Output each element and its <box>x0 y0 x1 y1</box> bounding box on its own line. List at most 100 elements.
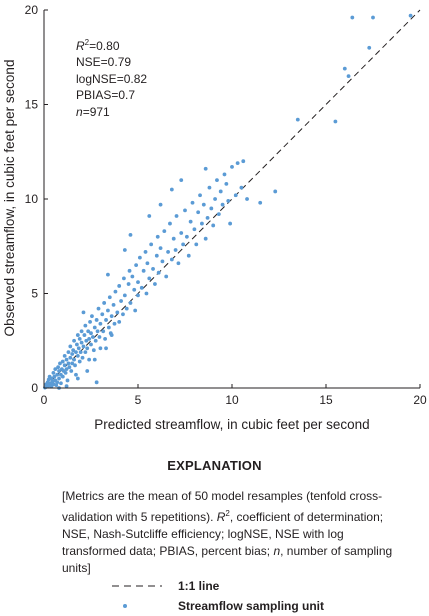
data-point <box>186 253 191 258</box>
data-point <box>78 350 83 354</box>
reference-line-layer <box>43 9 421 389</box>
data-point <box>350 15 355 20</box>
data-point <box>94 380 99 385</box>
data-point <box>174 214 179 218</box>
data-point <box>126 282 131 286</box>
data-point <box>137 255 142 260</box>
data-point <box>92 357 97 362</box>
data-point <box>156 270 161 275</box>
data-point <box>57 369 61 373</box>
metric-r2: R2=0.80 <box>76 38 120 53</box>
data-point <box>188 219 193 224</box>
data-point <box>179 231 184 235</box>
one-to-one-line <box>43 9 421 389</box>
data-point <box>97 335 102 339</box>
explanation-note: [Metrics are the mean of 50 model resamp… <box>62 489 393 575</box>
data-point <box>215 178 219 183</box>
x-tick-label: 15 <box>319 393 333 407</box>
legend-item-sampling-unit: Streamflow sampling unit <box>112 598 324 614</box>
data-point <box>149 242 154 247</box>
data-point <box>53 367 58 371</box>
data-point <box>239 185 244 190</box>
data-point <box>101 329 106 334</box>
data-point <box>70 361 75 366</box>
data-point <box>119 299 123 303</box>
data-point <box>245 197 249 201</box>
scatter-chart: 0 5 10 15 20 0 5 10 15 20 Observed streamflow, in… <box>2 3 427 432</box>
data-point <box>56 365 60 370</box>
data-point <box>295 117 300 122</box>
data-point <box>160 259 165 264</box>
data-point <box>122 276 126 281</box>
data-point <box>168 221 172 226</box>
data-point <box>84 338 89 343</box>
data-point <box>62 363 67 368</box>
data-point <box>104 318 108 322</box>
data-point <box>151 267 155 271</box>
data-point <box>218 189 223 194</box>
data-point <box>176 261 181 266</box>
data-point <box>233 193 238 198</box>
data-point <box>209 206 214 211</box>
data-point <box>77 359 82 364</box>
data-point <box>213 197 217 201</box>
data-point <box>342 66 347 71</box>
data-point <box>83 323 88 328</box>
x-tick-label: 5 <box>135 393 142 407</box>
data-point <box>224 181 229 186</box>
data-point <box>205 216 210 220</box>
data-point <box>153 282 157 286</box>
legend-label-sampling-unit: Streamflow sampling unit <box>178 599 325 613</box>
data-point <box>166 250 170 254</box>
data-point <box>64 357 69 362</box>
data-point <box>60 374 65 379</box>
data-point <box>226 198 231 203</box>
data-point <box>147 214 152 218</box>
data-point <box>117 284 122 288</box>
data-point <box>102 301 107 305</box>
data-point <box>158 246 163 251</box>
data-point <box>207 185 212 190</box>
data-point <box>83 350 88 354</box>
data-point <box>333 119 338 124</box>
legend-label-1-1-line: 1:1 line <box>178 579 220 593</box>
data-point <box>130 274 135 279</box>
data-point <box>87 336 92 341</box>
data-point <box>128 301 133 305</box>
data-point <box>258 200 263 205</box>
data-point <box>106 308 110 313</box>
data-point <box>164 274 169 279</box>
data-point <box>72 338 76 343</box>
x-axis-title: Predicted streamflow, in cubic feet per … <box>94 417 369 432</box>
data-point <box>81 344 86 349</box>
data-point <box>196 210 201 215</box>
dashed-line-icon <box>112 585 162 587</box>
data-point <box>85 369 90 373</box>
data-point <box>66 361 71 366</box>
data-point <box>92 325 97 330</box>
data-point <box>113 289 118 294</box>
data-point <box>122 293 127 298</box>
data-point <box>109 333 114 337</box>
metric-pbias: PBIAS=0.7 <box>76 88 135 102</box>
data-point <box>211 223 216 228</box>
data-point <box>173 248 178 252</box>
data-point <box>169 257 174 262</box>
data-point <box>371 15 375 20</box>
data-point <box>115 310 120 315</box>
data-point <box>194 242 199 247</box>
data-point <box>124 306 129 311</box>
data-point <box>133 308 138 313</box>
metric-lognse: logNSE=0.82 <box>76 72 147 86</box>
data-point <box>143 250 148 254</box>
y-axis-title: Observed streamflow, in cubic feet per s… <box>2 60 17 337</box>
data-point <box>139 285 144 290</box>
data-point <box>66 350 71 354</box>
data-point <box>70 352 75 356</box>
data-point <box>96 306 101 311</box>
data-point <box>98 321 103 326</box>
data-point <box>235 161 240 165</box>
data-point <box>89 331 93 336</box>
data-point <box>59 381 63 386</box>
dot-icon <box>123 604 127 608</box>
